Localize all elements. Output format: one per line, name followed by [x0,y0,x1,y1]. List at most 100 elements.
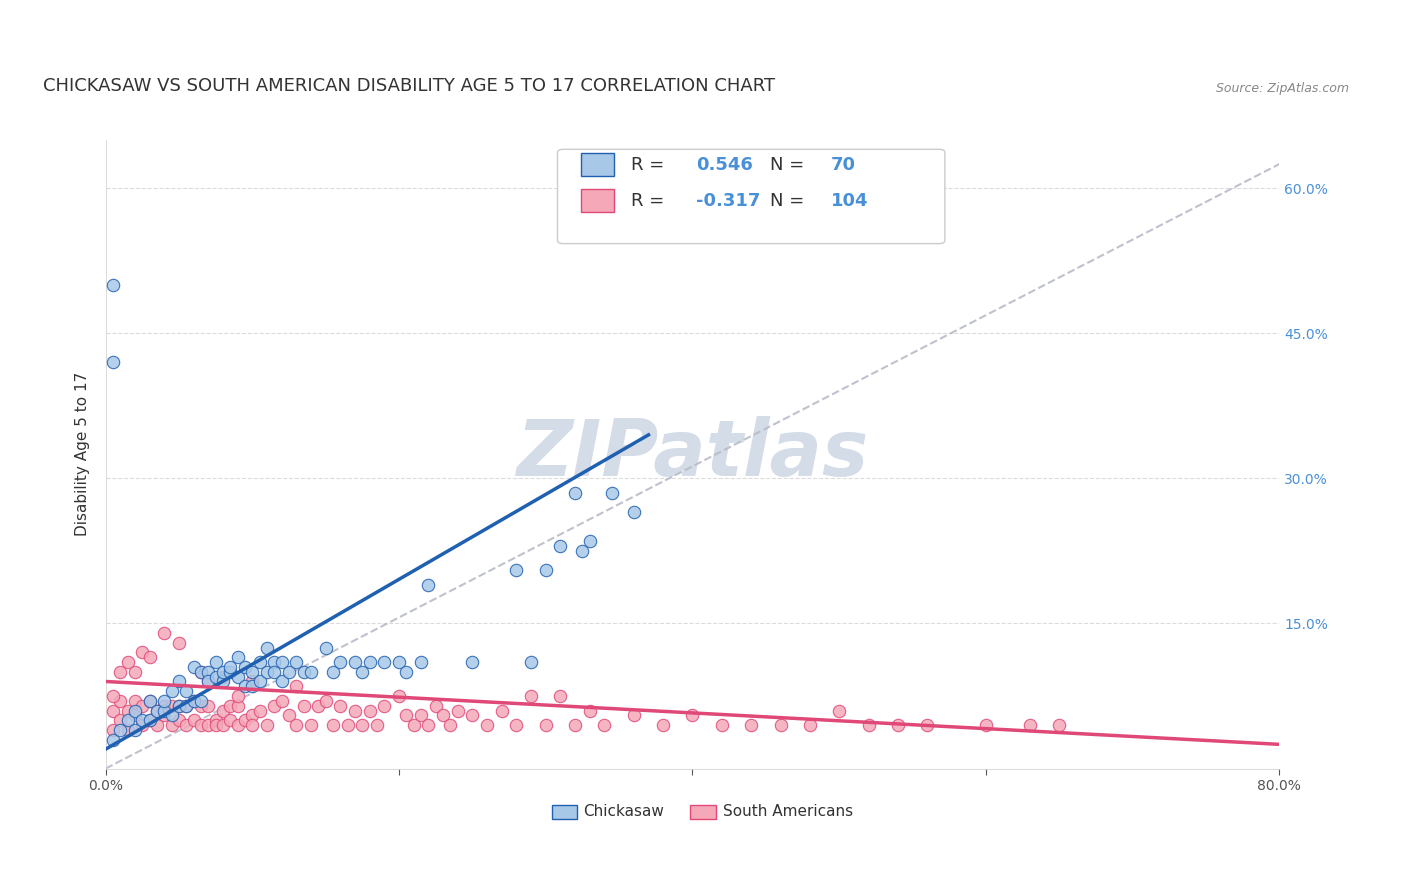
Point [887,718,910,732]
Point [167,698,190,713]
Point [322,665,344,679]
Point [564,486,586,500]
Point [190,665,212,679]
Text: ZIPatlas: ZIPatlas [516,417,869,492]
Point [315,694,337,708]
Point [226,670,249,684]
Point [329,698,352,713]
Point [344,655,367,669]
Point [153,626,176,640]
Point [226,650,249,665]
Point [183,694,205,708]
Text: 0.546: 0.546 [696,156,752,174]
Point [117,655,139,669]
Point [153,694,176,708]
Point [593,718,616,732]
Point [520,655,543,669]
Point [183,713,205,727]
Point [600,486,623,500]
Point [799,718,821,732]
FancyBboxPatch shape [558,149,945,244]
Point [769,718,792,732]
Point [505,718,527,732]
Point [240,708,263,723]
Point [124,704,146,718]
Point [124,694,146,708]
Point [131,698,153,713]
Point [915,718,938,732]
Point [190,698,212,713]
Point [204,713,226,727]
Point [263,665,285,679]
Text: R =: R = [631,156,671,174]
Point [146,704,169,718]
Point [226,718,249,732]
Point [219,660,242,674]
Point [176,718,198,732]
Point [534,563,557,577]
Point [124,708,146,723]
Point [101,732,124,747]
Point [285,679,308,693]
Point [292,665,315,679]
FancyBboxPatch shape [551,805,578,819]
Point [388,655,411,669]
Point [373,698,395,713]
Point [197,718,219,732]
Text: Chickasaw: Chickasaw [583,805,664,820]
Text: N =: N = [770,192,810,210]
Point [329,655,352,669]
Point [278,708,301,723]
Point [299,665,322,679]
FancyBboxPatch shape [581,189,614,212]
Point [138,713,160,727]
Point [212,704,235,718]
Point [307,698,329,713]
Point [278,665,301,679]
Y-axis label: Disability Age 5 to 17: Disability Age 5 to 17 [75,372,90,536]
FancyBboxPatch shape [581,153,614,177]
Point [505,563,527,577]
Point [418,578,440,592]
Point [138,694,160,708]
Point [101,277,124,292]
Point [204,670,226,684]
Point [153,704,176,718]
Point [425,698,447,713]
Point [682,708,704,723]
Point [190,718,212,732]
Point [212,670,235,684]
Text: Source: ZipAtlas.com: Source: ZipAtlas.com [1216,82,1348,95]
Point [233,679,256,693]
Point [240,679,263,693]
Point [439,718,461,732]
Point [176,698,198,713]
Point [240,718,263,732]
Text: 104: 104 [831,192,869,210]
Point [212,674,235,689]
Text: -0.317: -0.317 [696,192,761,210]
Point [153,708,176,723]
Point [564,718,586,732]
Point [461,708,484,723]
Point [550,539,572,553]
Point [160,718,183,732]
Point [409,708,432,723]
Point [322,718,344,732]
Point [270,674,292,689]
Point [571,544,593,558]
Point [197,665,219,679]
Point [270,694,292,708]
Point [974,718,997,732]
Point [1047,718,1070,732]
Point [117,713,139,727]
Point [491,704,513,718]
Point [110,713,132,727]
Text: South Americans: South Americans [723,805,853,820]
Point [219,665,242,679]
Point [124,723,146,737]
Point [359,704,381,718]
Point [409,655,432,669]
Point [167,713,190,727]
Point [240,674,263,689]
